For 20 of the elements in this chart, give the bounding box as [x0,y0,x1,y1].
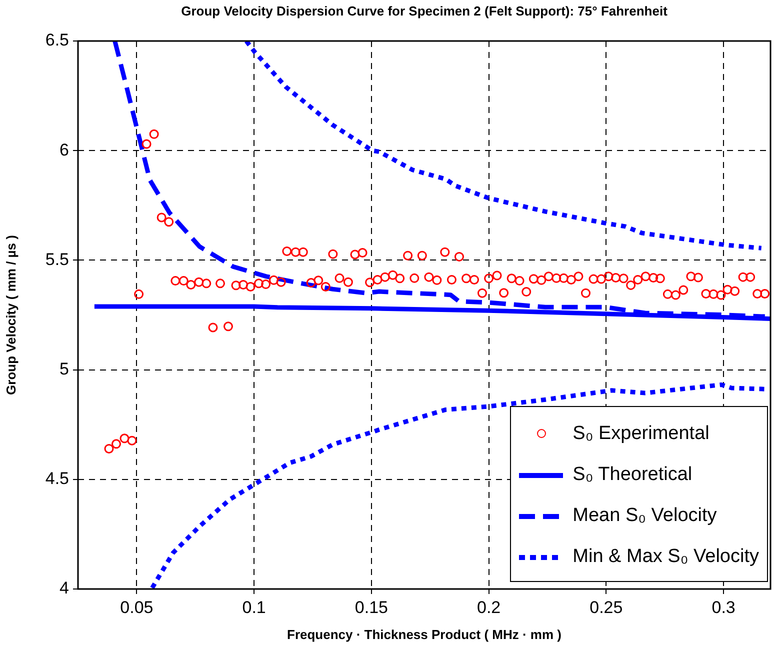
x-tick-label: 0.3 [712,598,736,617]
y-tick-label: 5.5 [45,250,69,269]
x-tick-label: 0.1 [242,598,266,617]
y-tick-label: 4.5 [45,469,69,488]
y-tick-label: 6.5 [45,30,69,50]
line-series [244,41,764,250]
y-tick-label: 5 [60,359,69,378]
legend-label: Mean S₀ Velocity [572,504,717,526]
x-tick-label: 0.05 [120,598,154,617]
y-tick-label: 6 [60,140,69,160]
legend-label: Min & Max S₀ Velocity [572,546,759,568]
y-axis-title: Group Velocity ( mm / µs ) [3,235,18,395]
legend-label: S₀ Experimental [572,422,710,444]
chart-title: Group Velocity Dispersion Curve for Specimen 2 (Felt Support): 75° Fahrenheit [181,4,668,19]
y-tick-label: 4 [60,578,69,598]
x-axis-title: Frequency · Thickness Product ( MHz · mm ) [287,626,562,642]
x-tick-label: 0.15 [354,598,388,617]
x-tick-label: 0.2 [476,598,501,617]
legend-label: S₀ Theoretical [572,464,692,486]
x-tick-label: 0.25 [590,598,623,617]
